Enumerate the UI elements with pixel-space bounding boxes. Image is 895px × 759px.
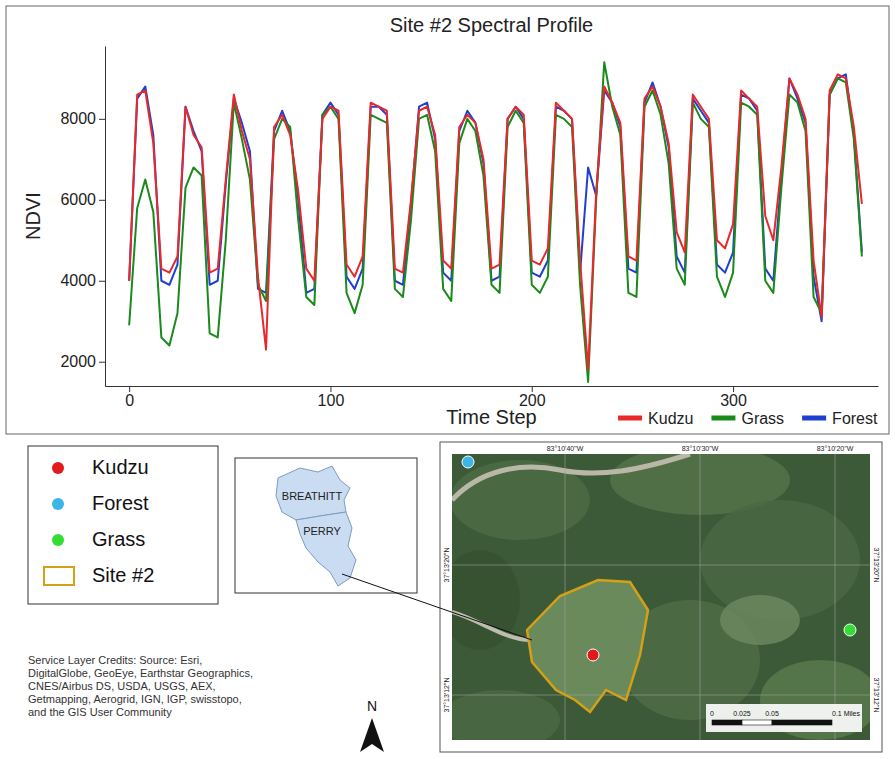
legend-swatch	[618, 416, 642, 421]
y-tick: 6000	[60, 191, 105, 208]
plot-lines	[129, 62, 862, 382]
coordinate-label: 37°13'12"N	[443, 677, 450, 712]
chart-frame	[6, 6, 889, 434]
credits-line: Service Layer Credits: Source: Esri,	[28, 654, 202, 666]
y-tick-label: 4000	[60, 272, 96, 289]
inset-box	[235, 458, 417, 593]
scale-bar-label: 0.025	[733, 710, 751, 717]
map-legend-marker	[52, 498, 64, 510]
figure: Site #2 Spectral Profile0100200300200040…	[0, 0, 895, 759]
scale-bar-label: 0.1 Miles	[832, 710, 861, 717]
sample-point	[844, 624, 856, 636]
x-axis-title: Time Step	[446, 406, 536, 428]
graticule	[835, 454, 836, 740]
map-texture	[720, 595, 800, 645]
series-line	[129, 74, 862, 369]
x-tick-label: 0	[125, 392, 134, 409]
y-tick-label: 2000	[60, 353, 96, 370]
y-axis: 2000 4000 6000 8000	[60, 47, 105, 387]
legend-label: Forest	[832, 410, 878, 427]
site-outline	[527, 580, 648, 712]
leader-line	[342, 574, 532, 640]
road	[452, 454, 690, 500]
county-label: PERRY	[303, 525, 341, 537]
series-line	[129, 62, 862, 382]
x-tick-label: 300	[720, 392, 747, 409]
scale-bar-label: 0.05	[765, 710, 779, 717]
y-axis-title: NDVI	[22, 192, 44, 240]
map-texture	[452, 690, 560, 740]
x-tick-mark	[733, 386, 734, 392]
map-legend-label: Grass	[92, 528, 145, 550]
scale-bar-label: 0	[710, 710, 714, 717]
x-tick: 300	[720, 386, 747, 409]
x-tick-mark	[129, 386, 130, 392]
x-tick-mark	[532, 386, 533, 392]
y-tick-label: 8000	[60, 110, 96, 127]
y-tick: 2000	[60, 353, 105, 370]
y-tick-mark	[99, 200, 105, 201]
site-clearing	[527, 580, 648, 712]
x-tick: 0	[125, 386, 134, 409]
credits-line: Getmapping, Aerogrid, IGN, IGP, swisstop…	[28, 693, 242, 705]
legend-swatch	[711, 416, 735, 421]
y-tick: 4000	[60, 272, 105, 289]
graticule	[452, 565, 870, 566]
coordinate-label: 83°10'20"W	[817, 445, 854, 452]
x-tick-label: 100	[318, 392, 345, 409]
x-axis-line	[106, 386, 879, 387]
map-legend-box	[28, 446, 218, 604]
sample-point	[587, 649, 599, 661]
county-label: BREATHITT	[282, 490, 343, 502]
y-axis-line	[105, 47, 106, 387]
coordinate-label: 37°13'12"N	[873, 677, 880, 712]
graticule	[452, 695, 870, 696]
county-shape	[276, 466, 350, 520]
y-tick-mark	[99, 281, 105, 282]
series-line	[129, 74, 862, 321]
legend-swatch	[802, 416, 826, 421]
scale-bar-segment	[742, 720, 772, 725]
legend-label: Kudzu	[648, 410, 693, 427]
y-tick: 8000	[60, 110, 105, 127]
credits-line: CNES/Airbus DS, USDA, USGS, AEX,	[28, 680, 216, 692]
credits-line: and the GIS User Community	[28, 706, 172, 718]
graticule	[565, 454, 566, 740]
coordinate-label: 83°10'30"W	[682, 445, 719, 452]
north-arrow	[360, 718, 384, 752]
coordinate-label: 37°13'20"N	[443, 547, 450, 582]
scale-bar: 0 0.025 0.05 0.1 Miles	[706, 704, 862, 732]
map-legend-label: Kudzu	[92, 456, 149, 478]
graticule	[700, 454, 701, 740]
y-tick-mark	[99, 119, 105, 120]
scale-bar-segment	[712, 720, 742, 725]
chart-title: Site #2 Spectral Profile	[390, 14, 593, 36]
x-tick-mark	[330, 386, 331, 392]
map-legend-marker	[44, 567, 74, 585]
north-label: N	[367, 698, 377, 714]
coordinate-label: 83°10'40"W	[547, 445, 584, 452]
map-frame	[440, 442, 882, 752]
satellite-image	[452, 454, 870, 740]
map-legend-label: Forest	[92, 492, 149, 514]
y-tick-label: 6000	[60, 191, 96, 208]
map-legend-marker	[52, 534, 64, 546]
map-legend-marker	[52, 462, 64, 474]
y-tick-mark	[99, 362, 105, 363]
coordinate-label: 37°13'20"N	[873, 547, 880, 582]
map-legend-label: Site #2	[92, 564, 154, 586]
county-shape	[296, 512, 356, 586]
scale-bar-segment	[772, 720, 832, 725]
sample-point	[462, 456, 474, 468]
legend-label: Grass	[741, 410, 784, 427]
x-tick: 100	[318, 386, 345, 409]
legend: Kudzu Grass Forest	[618, 410, 878, 427]
credits-line: DigitalGlobe, GeoEye, Earthstar Geograph…	[28, 667, 253, 679]
scale-bar-ground	[706, 704, 862, 732]
